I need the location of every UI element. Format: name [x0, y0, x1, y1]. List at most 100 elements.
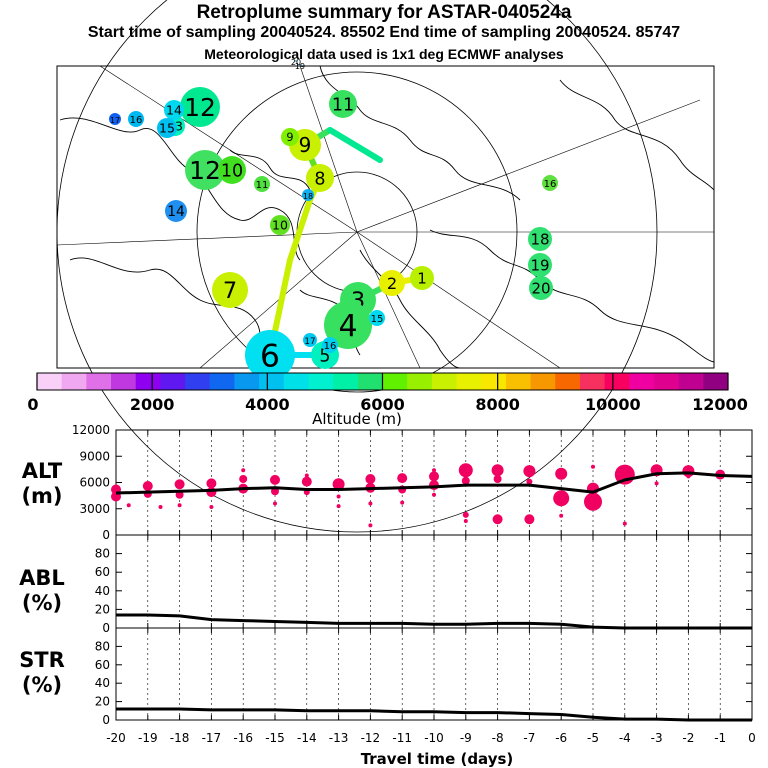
plume-centroid-dot — [410, 266, 434, 290]
colorbar-swatch — [407, 373, 433, 390]
altitude-point — [493, 475, 502, 483]
panel-label: ABL — [19, 566, 65, 590]
y-tick-label: 80 — [95, 547, 110, 561]
map-frame — [56, 65, 715, 369]
colorbar-swatch — [629, 373, 655, 390]
colorbar-swatch — [61, 373, 87, 390]
plume-day-label: 17 — [110, 116, 120, 125]
plume-centroid-dot — [218, 156, 246, 184]
altitude-point — [523, 465, 536, 478]
y-tick-label: 40 — [95, 676, 110, 690]
plume-centroid-dot — [295, 60, 297, 62]
y-tick-label: 20 — [95, 695, 110, 709]
y-tick-label: 9000 — [79, 449, 110, 463]
plume-centroid-dot — [302, 189, 314, 201]
colorbar-tick-label: 0 — [27, 395, 38, 414]
panel-label: (m) — [21, 484, 62, 508]
sampling-time-subtitle: Start time of sampling 20040524. 85502 E… — [87, 24, 681, 41]
y-tick-label: 80 — [95, 639, 110, 653]
plume-day-label: 11 — [256, 180, 269, 191]
altitude-point — [555, 467, 568, 480]
meridian — [299, 65, 358, 233]
altitude-point — [332, 478, 345, 491]
plume-day-label: 1 — [417, 269, 427, 287]
meridian — [356, 99, 701, 233]
colorbar-swatch — [357, 373, 383, 390]
x-tick-label: -10 — [424, 731, 444, 745]
altitude-point — [654, 481, 659, 486]
altitude-point — [206, 478, 217, 489]
plume-centroid-dot — [379, 270, 405, 296]
panel-label: (%) — [22, 673, 62, 697]
y-tick-label: 20 — [95, 602, 110, 616]
plume-centroid-dot — [157, 118, 177, 138]
plume-day-label: 17 — [304, 337, 315, 347]
altitude-point — [462, 511, 469, 518]
colorbar-swatch — [579, 373, 606, 390]
plume-centroid-dot — [164, 100, 184, 120]
x-tick-label: -14 — [297, 731, 317, 745]
plume-centroid-dot — [306, 164, 334, 192]
plume-centroid-dot — [542, 175, 558, 191]
altitude-point — [591, 464, 595, 469]
y-tick-label: 0 — [102, 528, 110, 542]
altitude-point — [432, 468, 436, 473]
plume-day-label: 19 — [295, 62, 305, 71]
y-tick-label: 6000 — [79, 476, 110, 490]
plume-day-label: 16 — [544, 179, 557, 190]
colorbar-swatch — [333, 373, 359, 390]
altitude-point — [686, 474, 691, 479]
colorbar-swatch — [431, 373, 458, 390]
altitude-point — [209, 505, 214, 509]
colorbar-swatch — [530, 373, 556, 390]
plume-centroid-dot — [109, 113, 121, 125]
x-tick-label: -12 — [361, 731, 381, 745]
plume-day-label: 6 — [260, 338, 280, 374]
x-axis-label: Travel time (days) — [361, 750, 514, 768]
altitude-point — [368, 501, 373, 506]
x-tick-label: 0 — [748, 731, 756, 745]
plume-day-label: 14 — [166, 103, 182, 118]
mean-altitude-line — [115, 471, 753, 495]
altitude-point — [158, 505, 163, 509]
colorbar-swatch — [308, 373, 334, 390]
plume-day-label: 16 — [130, 115, 143, 126]
colorbar-tick-label: 10000 — [585, 395, 641, 414]
plume-day-label: 12 — [184, 93, 216, 122]
colorbar-swatch — [37, 373, 63, 390]
y-tick-label: 40 — [95, 584, 110, 598]
plume-centroid-dot — [322, 337, 338, 353]
colorbar-swatch — [481, 373, 507, 390]
plume-day-label: 18 — [303, 192, 313, 201]
altitude-point — [553, 490, 570, 507]
altitude-point — [559, 513, 564, 518]
x-tick-label: -3 — [651, 731, 663, 745]
plume-track-segment — [287, 197, 313, 263]
altitude-point — [239, 475, 248, 483]
altitude-point — [524, 514, 535, 525]
x-tick-label: -2 — [682, 731, 694, 745]
meridian — [199, 231, 358, 369]
x-tick-label: -7 — [523, 731, 535, 745]
chart-title: Retroplume summary for ASTAR-040524a — [196, 2, 572, 23]
plume-day-label: 9 — [286, 131, 293, 144]
altitude-point — [463, 519, 468, 523]
colorbar-tick-label: 4000 — [245, 395, 290, 414]
altitude-point — [336, 504, 341, 509]
colorbar-tick-label: 8000 — [475, 395, 520, 414]
meridian — [56, 231, 358, 246]
meridian — [99, 65, 358, 233]
x-tick-label: -9 — [460, 731, 472, 745]
y-tick-label: 3000 — [79, 502, 110, 516]
plume-track-segment — [327, 127, 383, 163]
plume-day-label: 5 — [319, 346, 330, 366]
plume-day-label: 12 — [189, 156, 221, 185]
x-tick-label: -8 — [492, 731, 504, 745]
plume-centroid-dot — [528, 253, 552, 277]
plume-centroid-dot — [529, 276, 553, 300]
plume-day-label: 11 — [332, 95, 354, 115]
colorbar-swatch — [604, 373, 630, 390]
plume-centroid-dot — [528, 227, 552, 251]
panel-abl: 0 20 40 60 80 ABL(%) — [19, 534, 753, 635]
